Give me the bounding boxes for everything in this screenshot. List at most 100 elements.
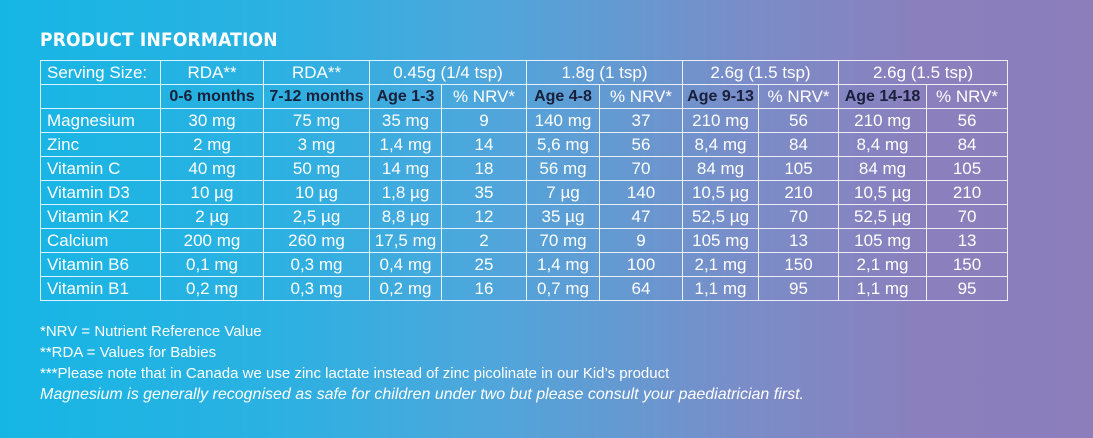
table-cell: 56 mg — [526, 156, 600, 181]
table-cell: 1,4 mg — [369, 132, 442, 157]
nrv-label: % NRV* — [441, 84, 527, 109]
age-group-row: 0-6 months 7-12 months Age 1-3 % NRV* Ag… — [40, 84, 1009, 109]
age-label: Age 14-18 — [838, 84, 928, 109]
table-cell: 56 — [926, 108, 1009, 133]
disclaimer: Magnesium is generally recognised as saf… — [40, 386, 804, 403]
table-cell: 64 — [599, 276, 683, 301]
table-cell: 13 — [757, 228, 840, 253]
table-cell: 56 — [599, 132, 683, 157]
table-cell: 7 µg — [526, 180, 600, 205]
table-cell: 47 — [599, 204, 683, 229]
table-cell: 10 µg — [160, 180, 264, 205]
nutrient-name: Magnesium — [40, 108, 161, 133]
table-cell: 56 — [757, 108, 840, 133]
table-cell: 260 mg — [263, 228, 370, 253]
table-cell: 150 — [757, 252, 840, 277]
age-label: 0-6 months — [160, 84, 264, 109]
table-cell: 0,3 mg — [263, 276, 370, 301]
table-cell: 50 mg — [263, 156, 370, 181]
table-cell: 0,4 mg — [369, 252, 442, 277]
table-cell: 84 — [757, 132, 840, 157]
table-cell: 70 — [757, 204, 840, 229]
table-row: Vitamin B6 0,1 mg 0,3 mg 0,4 mg 25 1,4 mg 100 2… — [40, 252, 1009, 277]
table-cell: 105 — [926, 156, 1009, 181]
nrv-footnote: *NRV = Nutrient Reference Value — [40, 323, 262, 340]
table-row: Vitamin K2 2 µg 2,5 µg 8,8 µg 12 35 µg 47 52,5 … — [40, 204, 1009, 229]
age-label: Age 4-8 — [526, 84, 600, 109]
table-cell: 8,4 mg — [682, 132, 759, 157]
table-cell: 210 mg — [838, 108, 928, 133]
table-cell: 2,1 mg — [838, 252, 928, 277]
table-row: Magnesium 30 mg 75 mg 35 mg 9 140 mg 37 210 mg 5… — [40, 108, 1009, 133]
nutrient-name: Vitamin K2 — [40, 204, 161, 229]
table-cell: 70 — [926, 204, 1009, 229]
table-cell: 9 — [441, 108, 527, 133]
table-cell: 40 mg — [160, 156, 264, 181]
table-cell: 75 mg — [263, 108, 370, 133]
table-cell: 2,1 mg — [682, 252, 759, 277]
footnotes: *NRV = Nutrient Reference Value **RDA = … — [40, 321, 804, 405]
table-cell: 52,5 µg — [682, 204, 759, 229]
table-cell: 14 — [441, 132, 527, 157]
table-cell: 9 — [599, 228, 683, 253]
table-cell: 0,3 mg — [263, 252, 370, 277]
table-row: Vitamin D3 10 µg 10 µg 1,8 µg 35 7 µg 140 10,5 … — [40, 180, 1009, 205]
nrv-label: % NRV* — [599, 84, 683, 109]
table-cell: 2 µg — [160, 204, 264, 229]
table-cell: 70 mg — [526, 228, 600, 253]
table-cell: 8,8 µg — [369, 204, 442, 229]
serving-size-row: Serving Size: RDA** RDA** 0.45g (1/4 tsp… — [40, 60, 1009, 85]
table-cell: 10 µg — [263, 180, 370, 205]
table-cell: 140 mg — [526, 108, 600, 133]
table-cell: 1,8 µg — [369, 180, 442, 205]
age-label: Age 9-13 — [682, 84, 759, 109]
table-cell: 30 mg — [160, 108, 264, 133]
page-title: PRODUCT INFORMATION — [40, 29, 278, 51]
table-cell: 0,2 mg — [160, 276, 264, 301]
table-cell: 140 — [599, 180, 683, 205]
table-cell: 150 — [926, 252, 1009, 277]
table-cell: 52,5 µg — [838, 204, 928, 229]
serving-header-age-14-18: 2.6g (1.5 tsp) — [838, 60, 1009, 85]
table-cell: 13 — [926, 228, 1009, 253]
table-row: Calcium 200 mg 260 mg 17,5 mg 2 70 mg 9 105 mg 1… — [40, 228, 1009, 253]
serving-header-age-4-8: 1.8g (1 tsp) — [526, 60, 683, 85]
table-cell: 1,1 mg — [838, 276, 928, 301]
table-cell: 25 — [441, 252, 527, 277]
table-cell: 1,4 mg — [526, 252, 600, 277]
table-cell: 84 — [926, 132, 1009, 157]
table-cell: 12 — [441, 204, 527, 229]
table-cell: 2 — [441, 228, 527, 253]
nutrient-name: Vitamin B6 — [40, 252, 161, 277]
table-cell: 1,1 mg — [682, 276, 759, 301]
serving-header-age-9-13: 2.6g (1.5 tsp) — [681, 60, 840, 85]
nutrient-name: Vitamin B1 — [40, 276, 161, 301]
serving-size-label: Serving Size: — [40, 60, 161, 85]
rda-header-7-12: RDA** — [263, 60, 370, 85]
table-cell: 3 mg — [263, 132, 370, 157]
table-cell: 105 mg — [682, 228, 759, 253]
table-cell: 0,7 mg — [526, 276, 600, 301]
table-cell: 8,4 mg — [838, 132, 928, 157]
age-label: Age 1-3 — [369, 84, 442, 109]
table-cell: 210 — [757, 180, 840, 205]
age-label: 7-12 months — [263, 84, 370, 109]
table-cell: 10,5 µg — [838, 180, 928, 205]
nutrient-name: Calcium — [40, 228, 161, 253]
table-row: Zinc 2 mg 3 mg 1,4 mg 14 5,6 mg 56 8,4 mg 84 8,4 … — [40, 132, 1009, 157]
table-cell: 37 — [599, 108, 683, 133]
canada-footnote: ***Please note that in Canada we use zin… — [40, 365, 670, 382]
table-cell: 95 — [926, 276, 1009, 301]
table-cell: 35 — [441, 180, 527, 205]
nutrient-name: Vitamin C — [40, 156, 161, 181]
table-cell: 95 — [757, 276, 840, 301]
table-cell: 17,5 mg — [369, 228, 442, 253]
nrv-label: % NRV* — [757, 84, 840, 109]
table-cell: 5,6 mg — [526, 132, 600, 157]
table-cell: 84 mg — [838, 156, 928, 181]
table-cell: 200 mg — [160, 228, 264, 253]
table-cell: 0,1 mg — [160, 252, 264, 277]
rda-header-0-6: RDA** — [160, 60, 264, 85]
rda-footnote: **RDA = Values for Babies — [40, 344, 217, 361]
table-row: Vitamin C 40 mg 50 mg 14 mg 18 56 mg 70 84 mg 10… — [40, 156, 1009, 181]
